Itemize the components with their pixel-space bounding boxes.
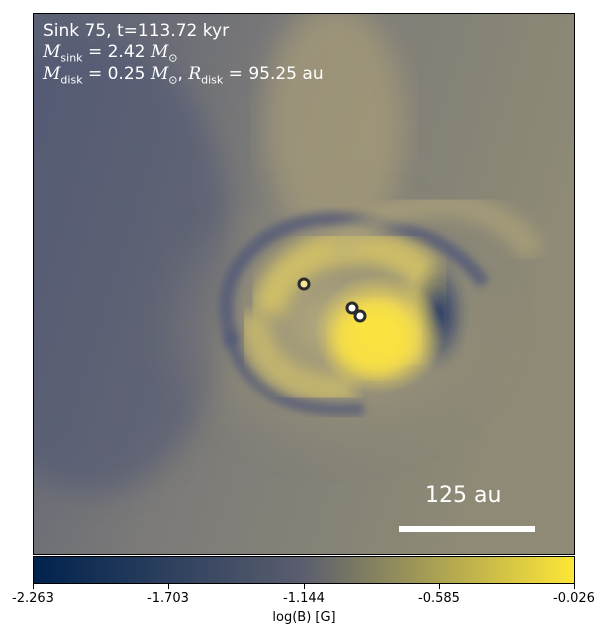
sink-marker bbox=[297, 277, 311, 291]
colorbar-tick bbox=[574, 584, 575, 589]
subscript-sun: ⊙ bbox=[168, 73, 178, 87]
sink-mass-line: Msink = 2.42 M⊙ bbox=[43, 42, 178, 68]
colorbar-tick bbox=[168, 584, 169, 589]
solar-mass-symbol: M bbox=[150, 42, 169, 62]
disk-mass-value: = 0.25 bbox=[82, 64, 151, 84]
disk-properties-line: Mdisk = 0.25 M⊙, Rdisk = 95.25 au bbox=[43, 64, 324, 90]
colorbar bbox=[33, 556, 575, 584]
disk-radius-value: = 95.25 au bbox=[223, 64, 324, 84]
disk-mass-symbol: M bbox=[43, 64, 61, 84]
colorbar-label: log(B) [G] bbox=[272, 610, 336, 625]
separator: , bbox=[177, 64, 189, 84]
sink-marker bbox=[353, 309, 367, 323]
subscript-disk: disk bbox=[201, 73, 224, 87]
field-map-svg bbox=[34, 14, 574, 554]
magnetic-field-map bbox=[33, 13, 575, 555]
colorbar-tick bbox=[304, 584, 305, 589]
sink-marker bbox=[345, 301, 359, 315]
colorbar-tick-label: -0.026 bbox=[553, 591, 595, 606]
mass-symbol: M bbox=[43, 42, 61, 62]
colorbar-tick-label: -0.585 bbox=[418, 591, 460, 606]
subscript-disk: disk bbox=[60, 73, 83, 87]
subscript-sun: ⊙ bbox=[168, 51, 178, 65]
colorbar-tick bbox=[439, 584, 440, 589]
colorbar-tick bbox=[33, 584, 34, 589]
subscript-sink: sink bbox=[60, 51, 83, 65]
sink-info-line: Sink 75, t=113.72 kyr bbox=[43, 21, 230, 41]
colorbar-tick-label: -2.263 bbox=[12, 591, 54, 606]
colorbar-tick-label: -1.703 bbox=[147, 591, 189, 606]
sink-mass-value: = 2.42 bbox=[82, 42, 151, 62]
solar-mass-symbol: M bbox=[150, 64, 169, 84]
scale-bar-label: 125 au bbox=[425, 483, 502, 508]
scale-bar bbox=[399, 526, 535, 532]
colorbar-tick-label: -1.144 bbox=[283, 591, 325, 606]
disk-radius-symbol: R bbox=[188, 64, 202, 84]
